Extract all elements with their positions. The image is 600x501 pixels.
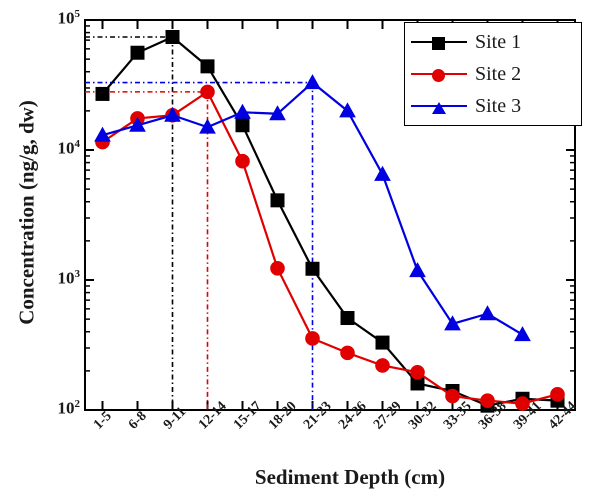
data-point-site-3-21-23[interactable] [304,74,321,90]
square-marker [432,37,445,50]
data-point-site-1-6-8[interactable] [130,45,145,60]
data-point-site-1-15-17[interactable] [235,118,250,133]
x-axis-title: Sediment Depth (cm) [254,465,446,489]
data-point-site-1-12-14[interactable] [200,59,215,74]
y-axis-title: Concentration (ng/g, dw) [14,100,39,325]
legend-line-site-1 [411,34,467,50]
legend: Site 1 Site 2 Site 3 [404,22,582,126]
data-point-site-2-36-38[interactable] [480,393,495,408]
data-point-site-2-24-26[interactable] [340,345,355,361]
data-point-site-1-18-20[interactable] [270,193,285,208]
legend-item-site-1[interactable]: Site 1 [411,27,579,57]
data-point-site-2-33-35[interactable] [445,388,460,404]
data-point-site-2-42-44[interactable] [550,387,565,402]
data-point-site-1-24-26[interactable] [340,311,355,326]
legend-label-site-2: Site 2 [475,62,522,85]
y-tick-label-10^5: 105 [57,8,81,28]
legend-item-site-2[interactable]: Site 2 [411,59,579,89]
legend-line-site-2 [411,66,467,82]
data-point-site-3-30-32[interactable] [409,262,426,278]
series-line-site-2 [101,90,558,405]
data-point-site-3-27-29[interactable] [374,165,391,181]
data-point-site-2-30-32[interactable] [410,364,425,380]
data-point-site-3-12-14[interactable] [199,118,216,134]
data-point-site-2-21-23[interactable] [305,331,320,346]
data-point-site-2-12-14[interactable] [200,84,215,100]
plot-frame [84,19,576,411]
data-point-site-3-36-38[interactable] [479,305,496,321]
y-tick-label-10^4: 104 [57,138,81,158]
legend-label-site-1: Site 1 [475,30,522,53]
data-point-site-2-18-20[interactable] [270,261,285,276]
data-point-site-1-21-23[interactable] [305,261,320,276]
legend-label-site-3: Site 3 [475,94,522,117]
data-point-site-3-1-5[interactable] [94,126,111,142]
legend-line-site-3 [411,98,467,114]
data-point-site-1-9-11[interactable] [165,29,180,44]
y-tick-label-10^2: 102 [57,398,81,418]
triangle-marker [432,102,446,114]
data-point-site-3-24-26[interactable] [339,102,356,118]
circle-marker [432,69,445,82]
data-point-site-1-1-5[interactable] [95,86,110,101]
data-point-site-2-27-29[interactable] [375,358,390,373]
data-point-site-3-39-41[interactable] [514,326,531,342]
data-point-site-3-6-8[interactable] [129,116,146,132]
y-tick-label-10^3: 103 [57,268,81,288]
data-point-site-2-39-41[interactable] [515,396,530,411]
data-point-site-3-9-11[interactable] [164,106,181,122]
data-point-site-1-27-29[interactable] [375,335,390,350]
data-point-site-3-18-20[interactable] [269,105,286,121]
legend-item-site-3[interactable]: Site 3 [411,91,579,121]
data-point-site-2-15-17[interactable] [235,153,250,169]
data-point-site-3-33-35[interactable] [444,315,461,331]
data-point-site-3-15-17[interactable] [234,103,251,119]
